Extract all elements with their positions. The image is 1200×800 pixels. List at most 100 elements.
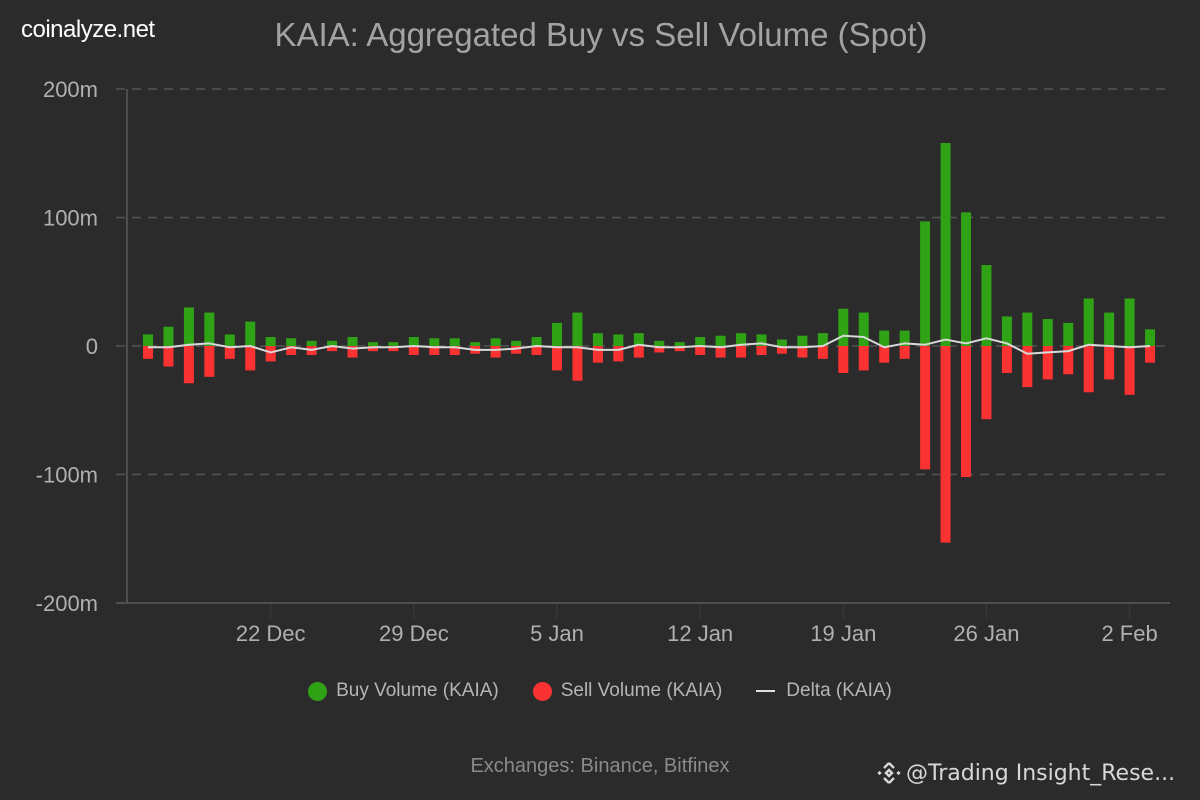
sell-volume-bar	[940, 346, 951, 543]
buy-volume-bar	[306, 340, 317, 346]
x-tick-label: 2 Feb	[1101, 621, 1157, 646]
sell-volume-bar	[1145, 346, 1156, 363]
buy-volume-bar	[838, 308, 849, 346]
buy-volume-bar	[552, 322, 562, 346]
buy-volume-bar	[899, 330, 910, 346]
sell-volume-bar	[245, 346, 256, 371]
buy-volume-bar	[367, 342, 378, 346]
buy-volume-bar	[695, 337, 706, 346]
sell-volume-bar	[592, 346, 603, 363]
sell-volume-bar	[163, 346, 174, 367]
buy-volume-bar	[347, 337, 358, 346]
sell-volume-bar	[1001, 346, 1012, 373]
sell-volume-bar	[367, 346, 378, 352]
x-tick-label: 29 Dec	[379, 621, 449, 646]
sell-volume-bar	[204, 346, 215, 377]
sell-volume-bar	[511, 346, 522, 354]
buy-volume-bar	[592, 333, 603, 346]
sell-volume-bar	[756, 346, 767, 355]
sell-volume-bar	[613, 346, 624, 362]
delta-line	[148, 334, 1151, 355]
chart-plot: 200m 100m 0 -100m -200m 22 Dec 29 Dec 5 Jan 12 …	[36, 77, 1170, 646]
sell-volume-bar	[1042, 346, 1053, 380]
sell-volume-bar	[879, 346, 890, 363]
sell-volume-bar	[224, 346, 235, 359]
buy-volume-bar	[940, 142, 951, 346]
legend-item-buy[interactable]: Buy Volume (KAIA)	[308, 680, 499, 702]
buy-volume-bar	[408, 337, 419, 346]
x-tick-label: 19 Jan	[810, 621, 876, 646]
buy-volume-bar	[981, 265, 992, 346]
x-tick-label: 12 Jan	[667, 621, 733, 646]
y-tick-label: 0	[86, 334, 98, 359]
watermark: @Trading Insight_Rese...	[876, 760, 1175, 786]
buy-volume-bar	[776, 339, 787, 346]
y-axis-ticks: 200m 100m 0 -100m -200m	[36, 77, 98, 616]
buy-volume-bar	[183, 307, 194, 346]
sell-volume-bar	[961, 346, 971, 478]
legend-item-sell[interactable]: Sell Volume (KAIA)	[532, 680, 723, 702]
sell-volume-bar	[633, 346, 644, 358]
sell-volume-bar	[1104, 346, 1115, 380]
sell-volume-bar	[408, 346, 419, 355]
brand-logo[interactable]: coinalyze.net	[21, 16, 155, 43]
sell-volume-bar	[715, 346, 726, 358]
buy-volume-bar	[1063, 322, 1074, 346]
buy-volume-bar	[1124, 298, 1135, 346]
buy-volume-bar	[143, 334, 153, 346]
red-dot-icon	[532, 681, 552, 701]
buy-volume-bar	[736, 333, 747, 346]
sell-volume-bar	[817, 346, 828, 359]
buy-volume-bar	[797, 335, 808, 346]
buy-volume-bar	[245, 321, 256, 346]
legend-label-sell: Sell Volume (KAIA)	[560, 680, 723, 701]
sell-volume-bar	[183, 346, 194, 384]
sell-volume-bar	[143, 346, 153, 359]
sell-volume-bar	[736, 346, 747, 358]
sell-volume-bar	[449, 346, 460, 355]
buy-volume-bar	[511, 340, 522, 346]
buy-volume-bar	[163, 326, 174, 346]
buy-volume-bar	[715, 335, 726, 346]
sell-volume-bar	[572, 346, 583, 381]
sell-volume-bar	[1124, 346, 1135, 395]
chart-title: KAIA: Aggregated Buy vs Sell Volume (Spo…	[274, 16, 928, 53]
line-swatch-icon	[756, 690, 776, 692]
grid-lines	[116, 88, 1170, 604]
exchanges-footer: Exchanges: Binance, Bitfinex	[0, 755, 1200, 778]
buy-volume-bar	[817, 333, 828, 346]
buy-volume-bar	[531, 337, 542, 346]
buy-volume-bar	[1145, 329, 1156, 346]
sell-volume-bar	[388, 346, 399, 352]
buy-volume-bar	[654, 340, 665, 346]
buy-volume-bar	[920, 221, 931, 346]
y-tick-label: -200m	[36, 591, 98, 616]
buy-volume-bar	[674, 342, 685, 346]
sell-volume-bar	[674, 346, 685, 352]
sell-volume-bar	[776, 346, 787, 354]
sell-volume-bar	[265, 346, 276, 362]
sell-volume-bar	[1063, 346, 1074, 375]
sell-volume-bar	[327, 346, 338, 352]
buy-volume-bar	[1083, 298, 1094, 346]
legend: Buy Volume (KAIA) Sell Volume (KAIA) Del…	[0, 680, 1200, 702]
sell-volume-bar	[858, 346, 869, 371]
sell-volume-bar	[552, 346, 562, 371]
buy-volume-bar	[388, 342, 399, 346]
sell-volume-bar	[1083, 346, 1094, 393]
legend-label-delta: Delta (KAIA)	[786, 680, 892, 701]
buy-volume-bar	[633, 333, 644, 346]
buy-volume-bar	[858, 312, 869, 346]
exchanges-text: Exchanges: Binance, Bitfinex	[470, 755, 730, 777]
buy-volume-bar	[286, 338, 297, 346]
y-tick-label: 100m	[43, 206, 98, 231]
green-dot-icon	[308, 681, 328, 701]
x-tick-label: 26 Jan	[953, 621, 1019, 646]
sell-volume-bar	[838, 346, 849, 373]
delta-line-group	[147, 334, 1151, 355]
buy-volume-bar	[756, 334, 767, 346]
binance-diamond-icon	[877, 762, 901, 784]
legend-item-delta[interactable]: Delta (KAIA)	[756, 680, 892, 702]
buy-volume-bar	[327, 340, 338, 346]
sell-volume-bar	[429, 346, 440, 355]
